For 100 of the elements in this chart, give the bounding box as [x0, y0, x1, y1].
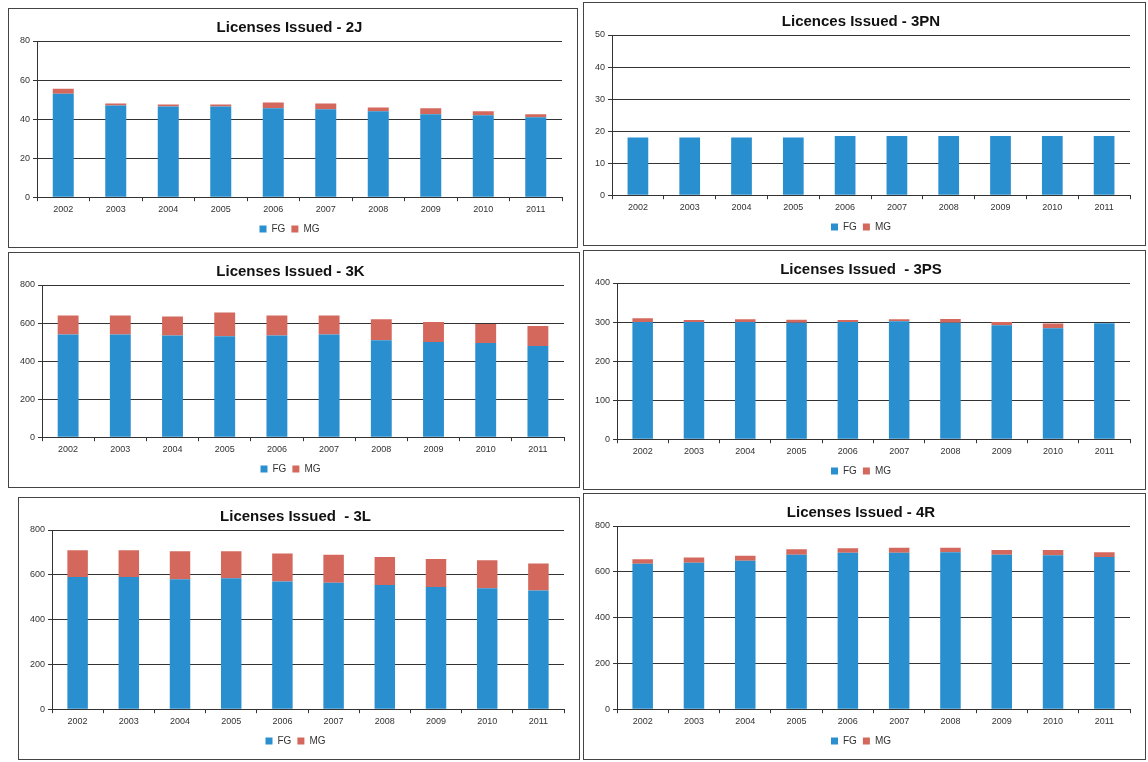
bar — [169, 551, 191, 580]
bar — [318, 334, 340, 437]
x-tick-label: 2002 — [627, 202, 648, 213]
x-tick-label: 2008 — [940, 446, 961, 457]
x-tick-label: 2004 — [731, 202, 752, 213]
y-tick-label: 800 — [594, 520, 611, 531]
x-tick-label: 2008 — [940, 716, 961, 727]
x-tick-label: 2002 — [67, 716, 88, 727]
bar — [525, 117, 547, 197]
y-tick-label: 0 — [30, 431, 36, 442]
legend-label: FG — [271, 222, 286, 234]
x-tick-label: 2005 — [214, 444, 235, 455]
y-tick-label: 800 — [29, 524, 46, 535]
bar — [786, 554, 807, 709]
bar — [837, 548, 859, 553]
bar — [210, 106, 232, 197]
x-tick-label: 2008 — [368, 204, 389, 215]
x-tick-label: 2002 — [632, 446, 653, 457]
x-tick-label: 2007 — [323, 716, 344, 727]
x-tick-label: 2005 — [210, 204, 231, 215]
y-tick-label: 10 — [595, 157, 606, 168]
legend-label: FG — [277, 734, 292, 746]
x-tick-label: 2004 — [735, 446, 756, 457]
y-tick-label: 20 — [20, 152, 31, 163]
bar — [528, 563, 549, 591]
x-tick-label: 2002 — [53, 204, 74, 215]
bar — [374, 584, 396, 709]
bar — [323, 582, 344, 709]
x-tick-label: 2007 — [889, 716, 910, 727]
bar — [1094, 323, 1115, 439]
x-tick-label: 2011 — [1094, 716, 1115, 727]
x-tick-label: 2003 — [105, 204, 126, 215]
x-tick-label: 2011 — [528, 716, 549, 727]
x-tick-label: 2008 — [374, 716, 395, 727]
bar — [370, 319, 392, 341]
legend-label: MG — [874, 734, 892, 746]
x-tick-label: 2011 — [1094, 446, 1115, 457]
x-tick-label: 2003 — [118, 716, 139, 727]
y-tick-label: 200 — [19, 393, 36, 404]
chart-title: Licenses Issued - 3PS — [780, 260, 942, 278]
x-tick-label: 2002 — [58, 444, 79, 455]
chart-title: Licences Issued - 3PN — [781, 12, 941, 30]
bar — [735, 555, 756, 561]
bar — [323, 554, 344, 583]
bar — [888, 547, 910, 553]
x-tick-label: 2006 — [263, 204, 284, 215]
bar — [1042, 555, 1064, 709]
bar — [476, 588, 498, 709]
y-tick-label: 200 — [29, 658, 46, 669]
bar — [525, 114, 547, 118]
x-tick-label: 2011 — [526, 204, 546, 215]
chart-title: Licenses Issued - 3K — [216, 262, 365, 280]
y-tick-label: 0 — [25, 191, 31, 202]
legend-label: FG — [843, 734, 858, 746]
x-tick-label: 2009 — [423, 444, 444, 455]
y-tick-label: 0 — [40, 703, 46, 714]
bar — [118, 550, 140, 578]
bar — [991, 554, 1013, 709]
x-tick-label: 2009 — [425, 716, 447, 727]
bar — [220, 578, 242, 709]
bar — [425, 587, 447, 709]
bar — [169, 579, 191, 709]
bar — [162, 335, 183, 437]
bar — [632, 559, 653, 564]
bar — [109, 315, 131, 335]
x-tick-label: 2003 — [683, 716, 704, 727]
x-tick-label: 2003 — [683, 446, 704, 457]
bar — [476, 560, 498, 589]
x-tick-label: 2010 — [1043, 716, 1064, 727]
x-tick-label: 2011 — [528, 444, 548, 455]
x-tick-label: 2010 — [1043, 446, 1064, 457]
bar — [423, 342, 444, 437]
x-tick-label: 2005 — [786, 716, 807, 727]
x-tick-label: 2004 — [158, 204, 179, 215]
y-tick-label: 200 — [594, 657, 611, 668]
bar — [220, 551, 242, 579]
bar — [632, 322, 653, 439]
bar — [991, 322, 1013, 326]
bar — [214, 312, 236, 337]
y-tick-label: 20 — [595, 125, 606, 136]
bar — [315, 109, 337, 197]
x-tick-label: 2008 — [371, 444, 392, 455]
bar — [367, 111, 389, 197]
bar — [683, 557, 705, 563]
chart-title: Licenses Issued - 2J — [216, 18, 363, 36]
bar — [735, 322, 756, 439]
y-tick-label: 800 — [19, 279, 36, 290]
bar — [888, 321, 910, 439]
bar — [991, 550, 1013, 555]
bar — [1094, 552, 1115, 557]
bar — [837, 552, 859, 709]
bar — [67, 577, 88, 709]
y-tick-label: 600 — [29, 569, 46, 580]
bar — [1042, 328, 1064, 439]
bar — [786, 549, 807, 555]
y-tick-label: 80 — [20, 35, 31, 46]
y-tick-label: 40 — [595, 61, 606, 72]
y-tick-label: 400 — [29, 614, 46, 625]
bar — [272, 581, 293, 709]
bar — [318, 315, 340, 335]
